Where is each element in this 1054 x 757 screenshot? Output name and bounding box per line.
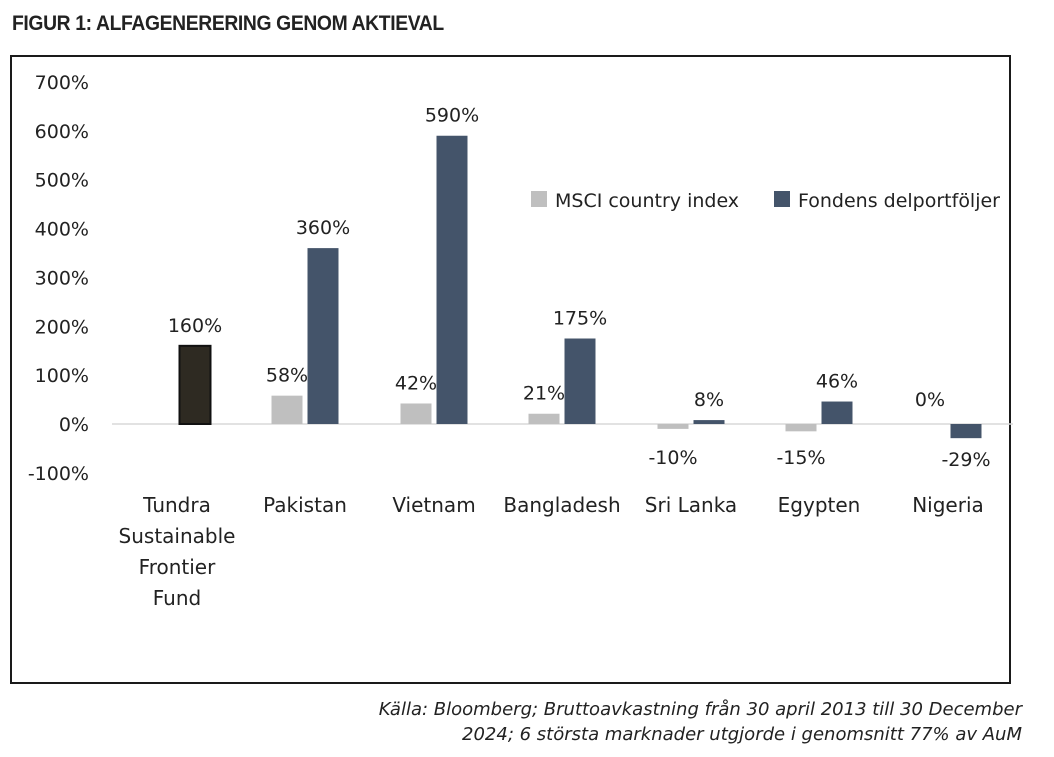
y-tick-label: 300%: [35, 267, 89, 289]
y-tick-label: 200%: [35, 316, 89, 338]
legend-swatch: [774, 191, 790, 207]
bar-msci: [528, 413, 560, 424]
y-tick-label: 600%: [35, 121, 89, 143]
data-label-msci: 58%: [266, 365, 308, 387]
data-label-fund: 160%: [168, 315, 222, 337]
bar-fund: [436, 135, 468, 424]
data-label-msci: 0%: [915, 389, 945, 411]
data-label-fund: 360%: [296, 217, 350, 239]
y-axis: 700% 600% 500% 400% 300% 200% 100% 0% -100%: [28, 72, 89, 485]
bar-msci: [785, 424, 817, 432]
y-tick-label: -100%: [28, 463, 89, 485]
category-label: Nigeria: [912, 493, 984, 517]
bar-msci: [657, 424, 689, 429]
bar-fund: [821, 401, 853, 424]
category-label: Sri Lanka: [645, 493, 737, 517]
data-label-fund: -29%: [941, 449, 990, 471]
y-tick-label: 100%: [35, 365, 89, 387]
data-label-fund: 175%: [553, 308, 607, 330]
legend-label: Fondens delportföljer: [798, 190, 1000, 212]
y-tick-label: 400%: [35, 219, 89, 241]
category-label: Tundra Sustainable Frontier Fund: [119, 493, 236, 610]
category-label: Pakistan: [263, 493, 347, 517]
bar-fund: [950, 424, 982, 439]
bar-fund: [693, 420, 725, 424]
bar-msci: [400, 403, 432, 424]
y-tick-label: 500%: [35, 170, 89, 192]
category-label: Egypten: [778, 493, 861, 517]
category-labels: Tundra Sustainable Frontier Fund Pakistan Vie…: [119, 493, 984, 610]
bar-msci: [271, 395, 303, 424]
bar-fund: [564, 338, 596, 424]
source-note: Källa: Bloomberg; Bruttoavkastning från …: [322, 697, 1022, 747]
legend-swatch: [531, 191, 547, 207]
y-tick-label: 700%: [35, 72, 89, 94]
data-label-msci: -10%: [648, 447, 697, 469]
legend-label: MSCI country index: [555, 190, 739, 212]
data-label-fund: 8%: [694, 389, 724, 411]
data-label-fund: 46%: [816, 371, 858, 393]
data-label-msci: -15%: [776, 447, 825, 469]
bar-fund: [307, 248, 339, 424]
source-line-2: 2024; 6 största marknader utgjorde i gen…: [462, 724, 1022, 745]
data-labels: 58% 42% 21% -10% -15% 0% 160% 360% 590% 175% 8% 46%…: [168, 105, 991, 471]
source-line-1: Källa: Bloomberg; Bruttoavkastning från …: [378, 699, 1022, 720]
y-tick-label: 0%: [59, 414, 89, 436]
bars: [178, 135, 982, 439]
figure-title: FIGUR 1: ALFAGENERERING GENOM AKTIEVAL: [12, 12, 444, 35]
legend: MSCI country index Fondens delportföljer: [531, 190, 1000, 212]
chart-frame: [10, 55, 1011, 684]
data-label-fund: 590%: [425, 105, 479, 127]
data-label-msci: 42%: [395, 372, 437, 394]
bar-fund: [178, 344, 212, 426]
category-label: Bangladesh: [503, 493, 620, 517]
category-label: Vietnam: [392, 493, 475, 517]
data-label-msci: 21%: [523, 383, 565, 405]
